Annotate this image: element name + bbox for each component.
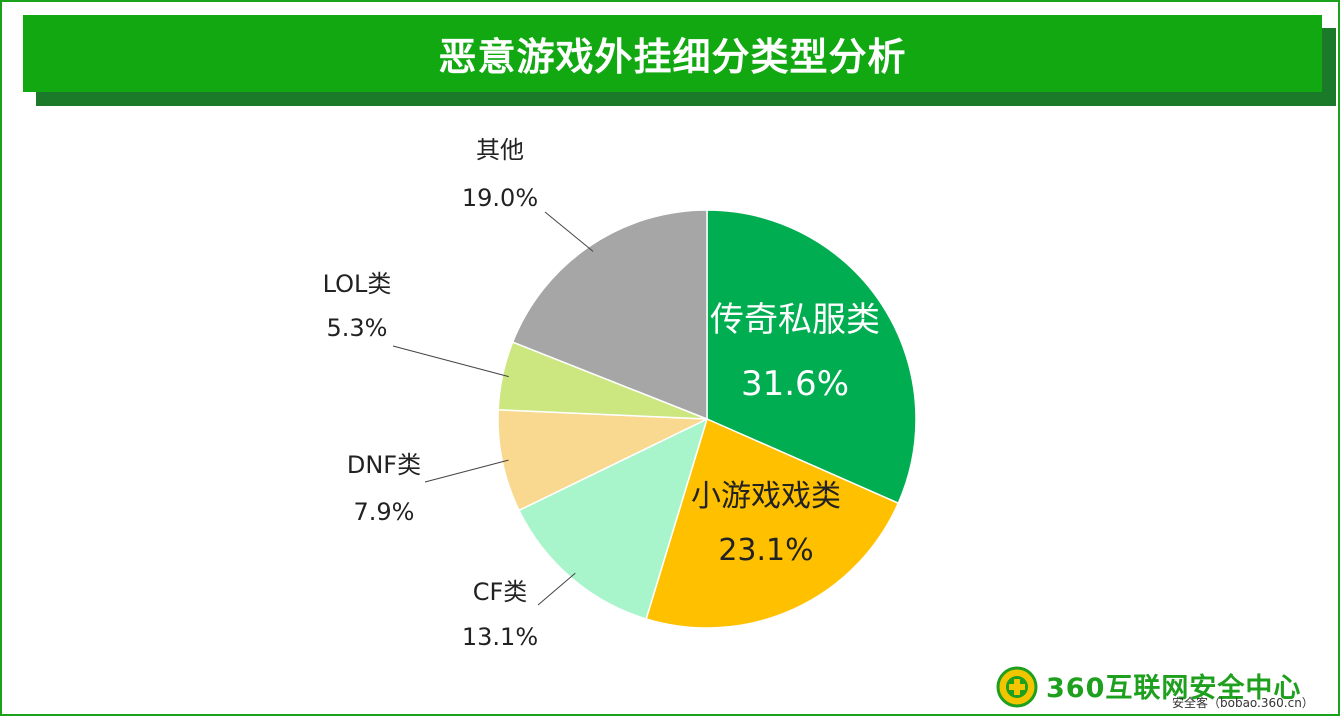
slice-label-2: 小游戏戏类 bbox=[691, 479, 841, 514]
leader-line-4 bbox=[424, 459, 509, 483]
slice-value-5: 5.3% bbox=[327, 314, 388, 342]
slice-value-4: 7.9% bbox=[354, 498, 415, 526]
pie-slice-6 bbox=[511, 209, 708, 421]
leader-line-6 bbox=[544, 211, 594, 252]
slice-value-3: 13.1% bbox=[462, 623, 538, 651]
slice-value-6: 19.0% bbox=[462, 184, 538, 212]
leader-line-3 bbox=[537, 572, 576, 606]
logo-subtitle: 安全客（bobao.360.cn） bbox=[1172, 696, 1314, 710]
logo: 360互联网安全中心 安全客（bobao.360.cn） bbox=[996, 662, 1336, 716]
slice-label-3: CF类 bbox=[473, 578, 528, 606]
pie-slice-2 bbox=[645, 417, 900, 629]
leader-line-5 bbox=[392, 345, 509, 378]
pie-slice-1 bbox=[706, 209, 917, 505]
slice-label-1: 传奇私服类 bbox=[710, 300, 880, 340]
slice-value-1: 31.6% bbox=[741, 364, 849, 404]
slice-value-2: 23.1% bbox=[718, 533, 813, 568]
title-bar: 恶意游戏外挂细分类型分析 bbox=[23, 15, 1322, 92]
chart-title: 恶意游戏外挂细分类型分析 bbox=[438, 35, 907, 79]
pie-slice-3 bbox=[518, 417, 709, 620]
shield-emblem-icon bbox=[996, 666, 1038, 708]
logo-name: 360互联网安全中心 bbox=[1046, 673, 1302, 704]
slice-label-5: LOL类 bbox=[323, 270, 392, 298]
slice-label-4: DNF类 bbox=[347, 451, 421, 479]
slice-label-6: 其他 bbox=[476, 136, 524, 164]
